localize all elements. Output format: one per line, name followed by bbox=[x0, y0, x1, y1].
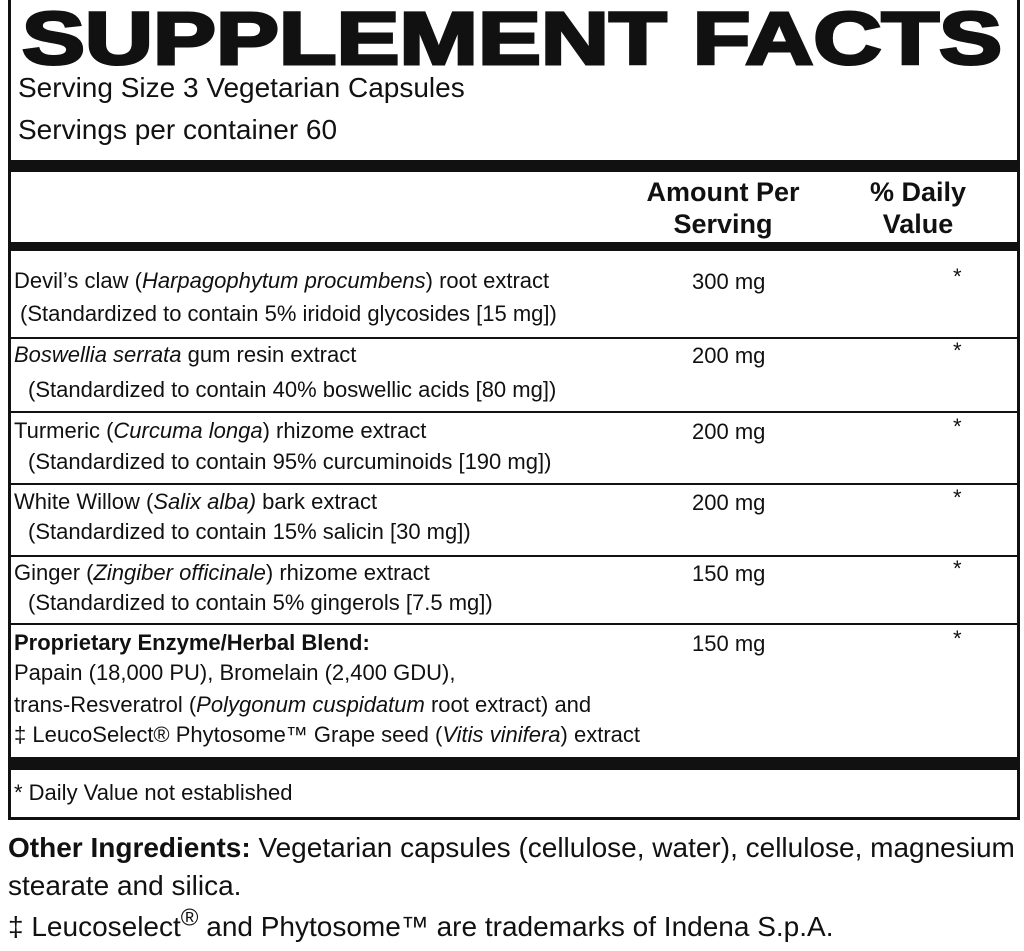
ingredient-detail: (Standardized to contain 15% salicin [30… bbox=[28, 519, 471, 544]
daily-value-header: % Daily Value bbox=[869, 177, 967, 239]
latin-name: Harpagophytum procumbens bbox=[141, 268, 426, 293]
text: Turmeric ( bbox=[14, 418, 114, 443]
ingredient-name: Ginger (Zingiber officinale) rhizome ext… bbox=[14, 556, 430, 589]
text: and Phytosome™ are trademarks of Indena … bbox=[198, 911, 834, 942]
ingredient-detail: (Standardized to contain 5% gingerols [7… bbox=[28, 590, 493, 615]
ingredient-detail: (Standardized to contain 40% boswellic a… bbox=[28, 377, 557, 402]
title-area: SUPPLEMENT FACTS bbox=[21, 0, 1004, 76]
text: ‡ LeucoSelect® Phytosome™ Grape seed ( bbox=[14, 722, 443, 747]
divider bbox=[8, 757, 1020, 770]
serving-size: Serving Size 3 Vegetarian Capsules bbox=[18, 72, 465, 103]
latin-name: Polygonum cuspidatum bbox=[196, 692, 425, 717]
text: Devil’s claw ( bbox=[14, 268, 142, 293]
latin-name: Vitis vinifera bbox=[442, 722, 561, 747]
text: trans-Resveratrol ( bbox=[14, 692, 197, 717]
title: SUPPLEMENT FACTS bbox=[22, 0, 1002, 76]
text: White Willow ( bbox=[14, 489, 154, 514]
text: ‡ Leucoselect bbox=[8, 911, 181, 942]
text: bark extract bbox=[256, 489, 378, 514]
blend-name: Proprietary Enzyme/Herbal Blend: bbox=[14, 630, 370, 655]
amount: 300 mg bbox=[692, 269, 766, 294]
latin-name: Boswellia serrata bbox=[14, 342, 182, 367]
latin-name: Zingiber officinale bbox=[93, 560, 266, 585]
label: Other Ingredients: bbox=[8, 832, 251, 863]
text: ) rhizome extract bbox=[265, 560, 430, 585]
row-divider bbox=[8, 623, 1020, 625]
text: Vegetarian capsules (cellulose, water), … bbox=[8, 832, 1015, 901]
other-ingredients: Other Ingredients: Vegetarian capsules (… bbox=[8, 829, 1018, 905]
daily-value: * bbox=[953, 485, 962, 510]
servings-per-container: Servings per container 60 bbox=[18, 114, 338, 145]
latin-name: Salix alba) bbox=[153, 489, 257, 514]
row-divider bbox=[8, 411, 1020, 413]
row-divider bbox=[8, 483, 1020, 485]
daily-value: * bbox=[953, 626, 962, 651]
latin-name: Curcuma longa bbox=[113, 418, 263, 443]
amount: 200 mg bbox=[692, 490, 766, 515]
facts-panel bbox=[8, 0, 1020, 820]
amount: 200 mg bbox=[692, 343, 766, 368]
blend-line: Papain (18,000 PU), Bromelain (2,400 GDU… bbox=[14, 660, 456, 685]
amount: 150 mg bbox=[692, 561, 766, 586]
ingredient-detail: (Standardized to contain 5% iridoid glyc… bbox=[20, 301, 557, 326]
amount: 150 mg bbox=[692, 631, 766, 656]
row-divider bbox=[8, 555, 1020, 557]
text: ) rhizome extract bbox=[262, 418, 427, 443]
text: gum resin extract bbox=[181, 342, 357, 367]
text: root extract) and bbox=[424, 692, 592, 717]
row-divider bbox=[8, 337, 1020, 339]
registered-mark: ® bbox=[180, 904, 199, 932]
daily-value: * bbox=[953, 414, 962, 439]
text: Ginger ( bbox=[14, 560, 94, 585]
text: ) extract bbox=[560, 722, 640, 747]
amount-header: Amount Per Serving bbox=[646, 177, 800, 239]
daily-value: * bbox=[953, 338, 962, 363]
ingredient-detail: (Standardized to contain 95% curcuminoid… bbox=[28, 449, 552, 474]
text: ) root extract bbox=[425, 268, 550, 293]
blend-line: trans-Resveratrol (Polygonum cuspidatum … bbox=[14, 688, 591, 721]
footnote: * Daily Value not established bbox=[14, 780, 293, 805]
divider bbox=[8, 242, 1020, 251]
trademark-note: ‡ Leucoselect® and Phytosome™ are tradem… bbox=[8, 904, 1018, 946]
ingredient-name: Boswellia serrata gum resin extract bbox=[14, 338, 356, 371]
daily-value: * bbox=[953, 556, 962, 581]
divider bbox=[8, 160, 1020, 172]
ingredient-name: White Willow (Salix alba) bark extract bbox=[14, 485, 377, 518]
amount: 200 mg bbox=[692, 419, 766, 444]
ingredient-name: Devil’s claw (Harpagophytum procumbens) … bbox=[14, 264, 549, 297]
blend-line: ‡ LeucoSelect® Phytosome™ Grape seed (Vi… bbox=[14, 718, 640, 751]
ingredient-name: Turmeric (Curcuma longa) rhizome extract bbox=[14, 414, 426, 447]
daily-value: * bbox=[953, 264, 962, 289]
